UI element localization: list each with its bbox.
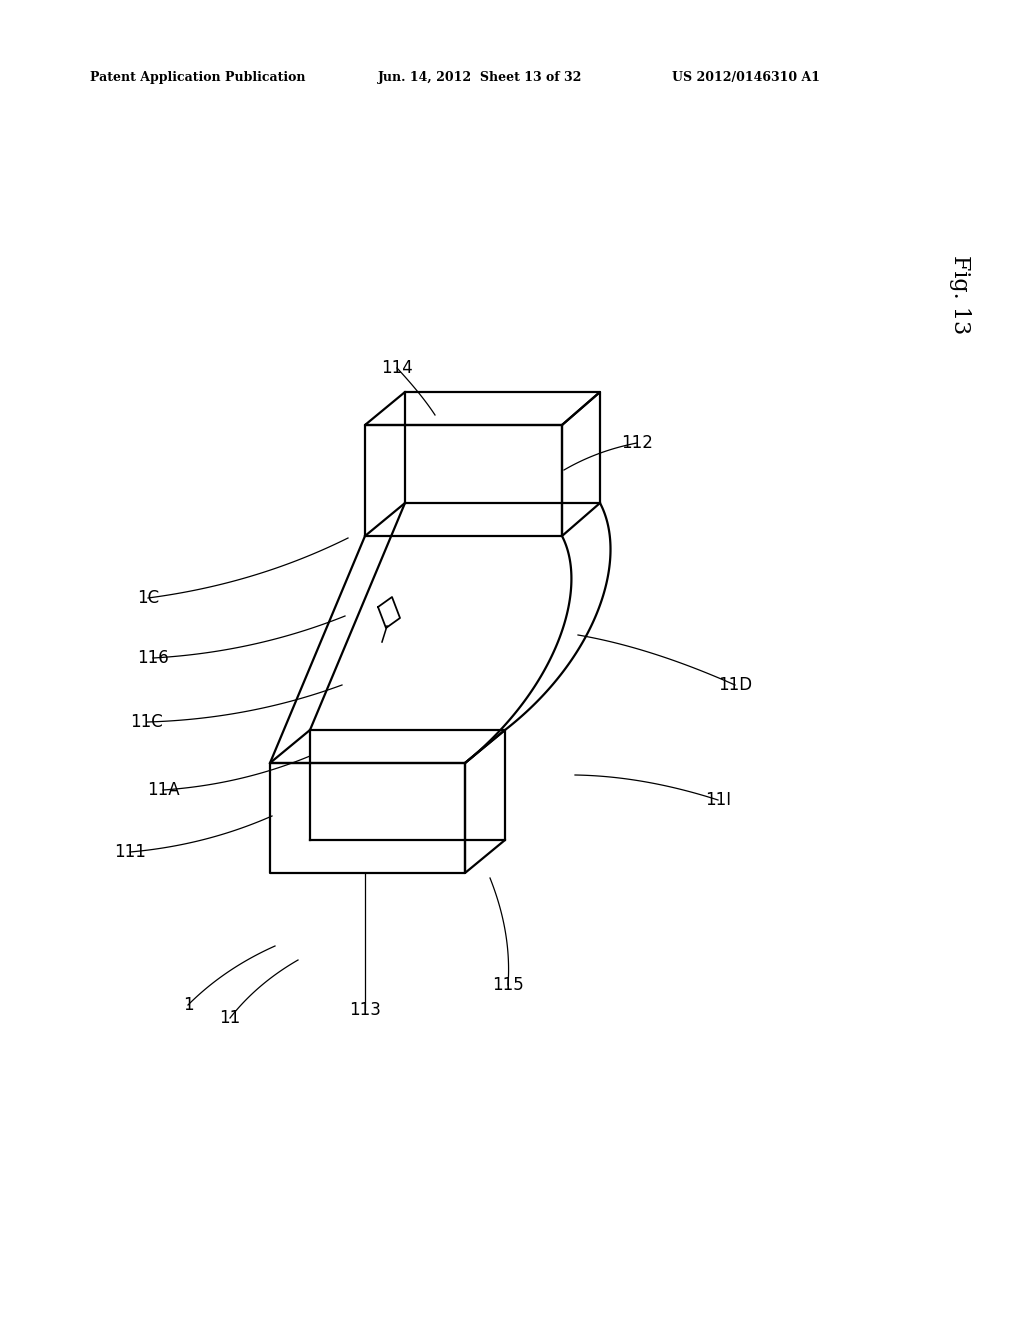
- Text: 115: 115: [493, 975, 524, 994]
- Text: 1C: 1C: [137, 589, 159, 607]
- Text: Fig. 13: Fig. 13: [949, 255, 971, 335]
- Text: 1: 1: [182, 997, 194, 1014]
- Text: 11C: 11C: [131, 713, 164, 731]
- Text: 11D: 11D: [718, 676, 752, 694]
- Text: 11: 11: [219, 1008, 241, 1027]
- Text: 114: 114: [381, 359, 413, 378]
- Text: US 2012/0146310 A1: US 2012/0146310 A1: [672, 71, 820, 84]
- Text: 11A: 11A: [146, 781, 179, 799]
- Text: 112: 112: [622, 434, 653, 451]
- Text: Jun. 14, 2012  Sheet 13 of 32: Jun. 14, 2012 Sheet 13 of 32: [378, 71, 583, 84]
- Text: 111: 111: [114, 843, 146, 861]
- Text: Patent Application Publication: Patent Application Publication: [90, 71, 305, 84]
- Text: 113: 113: [349, 1001, 381, 1019]
- Text: 116: 116: [137, 649, 169, 667]
- Text: 11I: 11I: [705, 791, 731, 809]
